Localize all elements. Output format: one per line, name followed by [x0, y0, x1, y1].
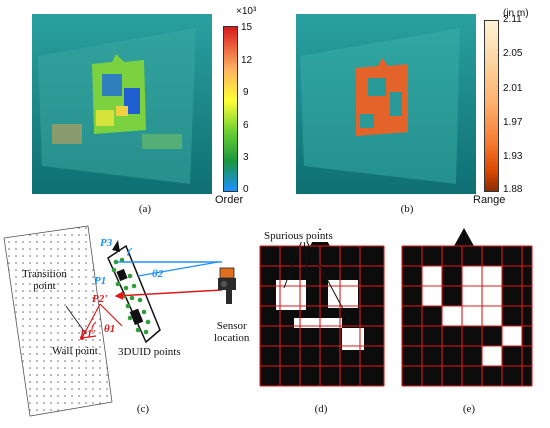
range-colorbar	[484, 20, 499, 192]
order-tick: 0	[243, 184, 249, 195]
range-tick: 2.05	[503, 48, 523, 59]
panel-label-a: (a)	[138, 203, 152, 215]
order-tick: 12	[241, 55, 253, 66]
range-unit: (in m)	[503, 8, 529, 19]
range-tick: 2.11	[503, 14, 522, 25]
order-tick: 15	[241, 22, 253, 33]
wall-point-label: Wall point	[52, 345, 98, 357]
occupancy-grid-with-spurious	[259, 228, 385, 387]
wall-plane	[3, 225, 113, 417]
range-tick: 1.97	[503, 117, 523, 128]
p1prime-label: P1'	[80, 328, 96, 340]
order-tick: 9	[243, 87, 249, 98]
panel-label-b: (b)	[400, 203, 414, 215]
order-colorbar-exponent: ×10³	[236, 6, 257, 17]
order-tick: 3	[243, 152, 249, 163]
transition-point-label: Transition point	[22, 268, 67, 292]
theta1-label: θ1	[104, 323, 116, 335]
p2prime-label: P2'	[92, 293, 108, 305]
range-tick: 1.93	[503, 151, 523, 162]
range-tick: 2.01	[503, 83, 523, 94]
panel-label-e: (e)	[462, 403, 476, 415]
theta2-label: θ2	[152, 268, 164, 280]
p1-label: P1	[94, 275, 107, 287]
sensor-location-label: Sensor location	[214, 320, 250, 344]
order-axis-label: Order	[215, 194, 244, 206]
sensor-icon	[218, 267, 236, 304]
order-tick: 6	[243, 120, 249, 131]
point-cloud-order-image	[32, 14, 212, 194]
range-tick: 1.88	[503, 184, 523, 195]
range-axis-label: Range	[473, 194, 506, 206]
3duid-points-label: 3DUID points	[118, 346, 181, 358]
spurious-points-label: Spurious points	[262, 230, 335, 242]
panel-label-c: (c)	[136, 403, 150, 415]
occupancy-grid-cleaned	[401, 228, 533, 387]
point-cloud-range-image	[296, 14, 476, 194]
p3-label: P3	[100, 237, 113, 249]
order-colorbar	[223, 26, 238, 192]
panel-label-d: (d)	[314, 403, 328, 415]
raycast-diagram	[3, 225, 223, 417]
